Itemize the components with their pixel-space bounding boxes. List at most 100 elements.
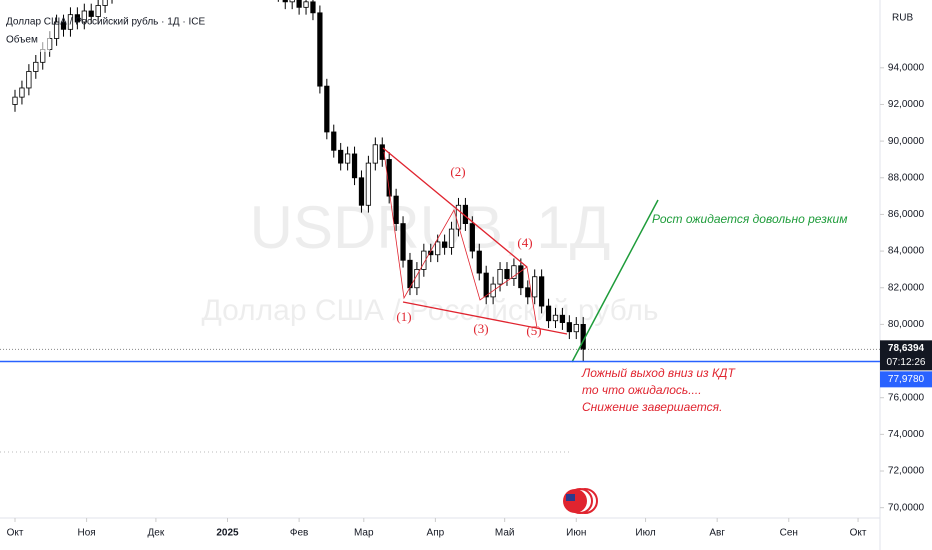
candle-body xyxy=(317,12,323,87)
candle-body xyxy=(511,265,517,279)
candle-body xyxy=(379,144,385,160)
candle-body xyxy=(74,14,80,23)
y-tick-label: 82,0000 xyxy=(888,282,925,293)
y-tick-label: 94,0000 xyxy=(888,62,925,73)
y-tick-label: 72,0000 xyxy=(888,466,925,477)
y-tick-label: 92,0000 xyxy=(888,99,925,110)
candle-body xyxy=(358,177,365,206)
candle-body xyxy=(539,276,545,307)
candle-body xyxy=(53,21,60,39)
candle-body xyxy=(67,14,74,30)
candle-body xyxy=(289,0,295,3)
candle-body xyxy=(442,241,448,248)
annotation: то что ожидалось.... xyxy=(582,383,702,397)
candle-body xyxy=(344,153,351,164)
y-tick-label: 88,0000 xyxy=(888,172,925,183)
candle-body xyxy=(19,87,25,98)
candle-body xyxy=(518,265,524,289)
candle-body xyxy=(421,250,427,270)
candle-body xyxy=(448,228,455,248)
candle-body xyxy=(573,323,579,333)
legend-bg xyxy=(0,30,50,52)
candle-body xyxy=(33,61,39,72)
candle-body xyxy=(393,195,399,224)
y-tick-label: 86,0000 xyxy=(888,209,925,220)
candle-body xyxy=(296,0,302,8)
candle-body xyxy=(504,269,510,279)
level-box xyxy=(880,371,932,388)
currency: RUB xyxy=(892,13,913,24)
candle-body xyxy=(435,241,441,256)
flag-icon xyxy=(563,488,598,514)
watermark-sub: Доллар США / Российский рубль xyxy=(201,294,658,327)
candle-body xyxy=(407,259,413,289)
candle-body xyxy=(331,131,337,151)
x-tick-label: Дек xyxy=(148,528,165,539)
candle-body xyxy=(365,162,372,206)
x-tick-label: Фев xyxy=(290,528,308,539)
last-price-label: 78,6394 xyxy=(888,343,925,354)
x-tick-label: Окт xyxy=(7,528,24,539)
candle-body xyxy=(497,269,503,285)
pattern-top xyxy=(382,147,528,268)
candle-body xyxy=(81,10,87,23)
x-tick-label: 2025 xyxy=(216,528,239,539)
candle-body xyxy=(303,1,309,8)
x-tick-label: Сен xyxy=(780,528,798,539)
candles xyxy=(12,0,586,362)
candle-body xyxy=(102,0,108,6)
wave-label: (5) xyxy=(526,323,541,338)
candle-body xyxy=(469,223,475,252)
candle-body xyxy=(338,149,344,164)
candle-body xyxy=(372,144,378,164)
annotation: Рост ожидается довольно резким xyxy=(652,212,847,226)
growth-line xyxy=(571,199,659,363)
y-tick-label: 90,0000 xyxy=(888,136,925,147)
wave-path xyxy=(383,151,538,329)
wave-label: (4) xyxy=(517,235,532,250)
candle-body xyxy=(26,71,32,89)
level-label: 77,9780 xyxy=(888,374,925,385)
pattern xyxy=(382,147,568,335)
wave-label: (1) xyxy=(396,309,411,324)
annotation: Ложный выход вниз из КДТ xyxy=(581,366,736,380)
x-tick-label: Окт xyxy=(850,528,867,539)
candle-body xyxy=(351,153,358,179)
candle-body xyxy=(566,322,572,333)
candle-body xyxy=(525,287,531,298)
annotation: Снижение завершается. xyxy=(582,400,722,414)
candle-body xyxy=(545,305,552,322)
x-tick-label: Июл xyxy=(635,528,655,539)
symbol-title: Доллар США / Российский рубль · 1Д · ICE xyxy=(6,16,205,28)
candle-body xyxy=(483,272,489,298)
candle-body xyxy=(310,1,316,14)
y-tick-label: 74,0000 xyxy=(888,429,925,440)
x-tick-label: Май xyxy=(495,528,515,539)
wave-label: (2) xyxy=(450,164,465,179)
pattern-bottom xyxy=(402,301,568,335)
y-tick-label: 84,0000 xyxy=(888,246,925,257)
watermark: USDRUB, 1Д xyxy=(250,194,611,261)
y-tick-label: 70,0000 xyxy=(888,502,925,513)
last-price-box xyxy=(880,340,932,371)
candle-body xyxy=(532,276,538,298)
candle-body xyxy=(476,250,482,274)
y-tick-label: 76,0000 xyxy=(888,392,925,403)
candle-body xyxy=(88,10,94,17)
candle-body xyxy=(400,223,406,261)
indicator: Объем xyxy=(6,34,38,46)
wave-label: (3) xyxy=(473,321,488,336)
candle-body xyxy=(324,85,330,133)
candle-body xyxy=(552,314,559,322)
candle-body xyxy=(559,314,566,323)
candle-body xyxy=(12,96,18,105)
y-tick-label: 80,0000 xyxy=(888,319,925,330)
candle-body xyxy=(282,0,288,3)
x-tick-label: Ноя xyxy=(78,528,96,539)
countdown: 07:12:26 xyxy=(887,357,926,368)
x-tick-label: Авг xyxy=(709,528,725,539)
candle-body xyxy=(95,5,101,17)
candle-body xyxy=(386,159,392,197)
x-tick-label: Июн xyxy=(566,528,586,539)
